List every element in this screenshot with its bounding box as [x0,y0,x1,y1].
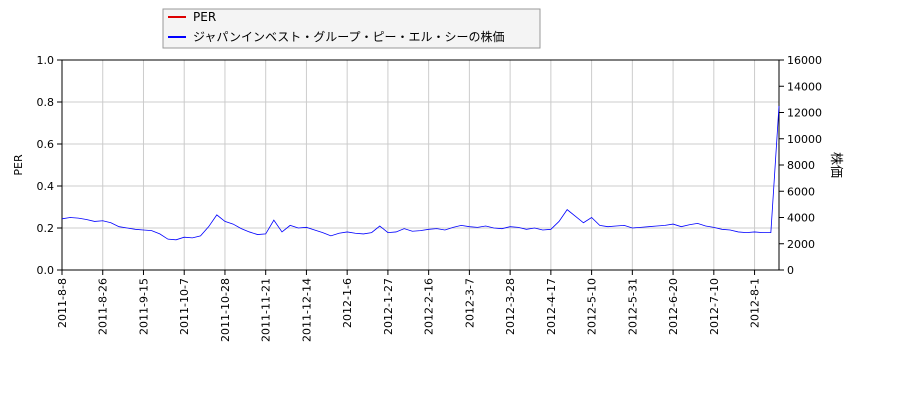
x-tick-label: 2012-7-10 [708,278,721,335]
x-tick-label: 2012-4-17 [545,278,558,335]
x-tick-label: 2012-1-27 [382,278,395,335]
y-tick-label: 0.0 [37,264,55,277]
x-tick-label: 2012-2-16 [423,278,436,335]
y2-tick-label: 6000 [787,185,815,198]
x-tick-label: 2012-8-1 [749,278,762,328]
y-tick-label: 0.8 [37,96,55,109]
legend-box [162,8,541,49]
y-tick-label: 0.2 [37,222,55,235]
y2-axis-label: 株価 [828,152,843,178]
x-tick-label: 2012-5-31 [626,278,639,335]
y-tick-label: 0.4 [37,180,55,193]
x-tick-label: 2011-11-21 [260,278,273,342]
legend-label: PER [193,10,216,24]
x-tick-label: 2011-10-28 [219,278,232,342]
y-tick-label: 1.0 [37,54,55,67]
x-tick-label: 2011-8-8 [56,278,69,328]
x-tick-label: 2011-12-14 [300,278,313,342]
x-tick-label: 2012-3-28 [504,278,517,335]
y2-tick-label: 16000 [787,54,822,67]
y2-tick-label: 14000 [787,80,822,93]
plot-frame [61,59,780,271]
y2-tick-label: 12000 [787,107,822,120]
x-tick-label: 2012-3-7 [463,278,476,328]
y-axis-label: PER [12,154,25,176]
x-tick-label: 2012-1-6 [341,278,354,328]
price-line [61,105,780,241]
y2-tick-label: 0 [787,264,794,277]
y2-tick-label: 2000 [787,238,815,251]
x-tick-label: 2012-6-20 [667,278,680,335]
x-tick-label: 2011-9-15 [137,278,150,335]
legend-label: ジャパンインベスト・グループ・ピー・エル・シーの株価 [193,29,505,44]
x-tick-label: 2011-8-26 [97,278,110,335]
x-tick-label: 2012-5-10 [586,278,599,335]
y2-tick-label: 4000 [787,212,815,225]
y2-tick-label: 8000 [787,159,815,172]
y2-tick-label: 10000 [787,133,822,146]
y-tick-label: 0.6 [37,138,55,151]
x-tick-label: 2011-10-7 [178,278,191,335]
